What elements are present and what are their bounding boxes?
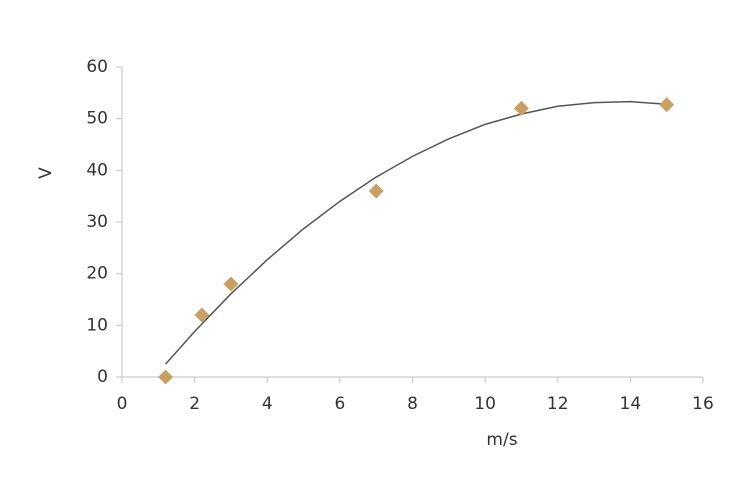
x-tick-label: 6 <box>334 394 345 414</box>
point <box>194 307 210 323</box>
x-tick-label: 2 <box>189 394 200 414</box>
point <box>223 276 239 292</box>
y-tick-label: 20 <box>86 264 108 284</box>
trendline <box>165 100 667 365</box>
y-tick-label: 0 <box>97 367 108 387</box>
y-tick-label: 30 <box>86 212 108 232</box>
x-tick-label: 14 <box>620 394 642 414</box>
y-tick-label: 50 <box>86 109 108 129</box>
point <box>158 369 174 385</box>
point <box>513 100 529 116</box>
point <box>368 183 384 199</box>
x-tick-label: 4 <box>262 394 273 414</box>
point <box>659 97 675 113</box>
y-axis-label: V <box>36 167 56 179</box>
x-axis-label: m/s <box>486 430 517 450</box>
x-tick-label: 8 <box>407 394 418 414</box>
x-tick-label: 0 <box>117 394 128 414</box>
y-tick-label: 60 <box>86 57 108 77</box>
x-tick-label: 10 <box>474 394 496 414</box>
y-tick-label: 10 <box>86 315 108 335</box>
y-tick-label: 40 <box>86 160 108 180</box>
x-tick-label: 12 <box>547 394 569 414</box>
x-tick-label: 16 <box>692 394 714 414</box>
